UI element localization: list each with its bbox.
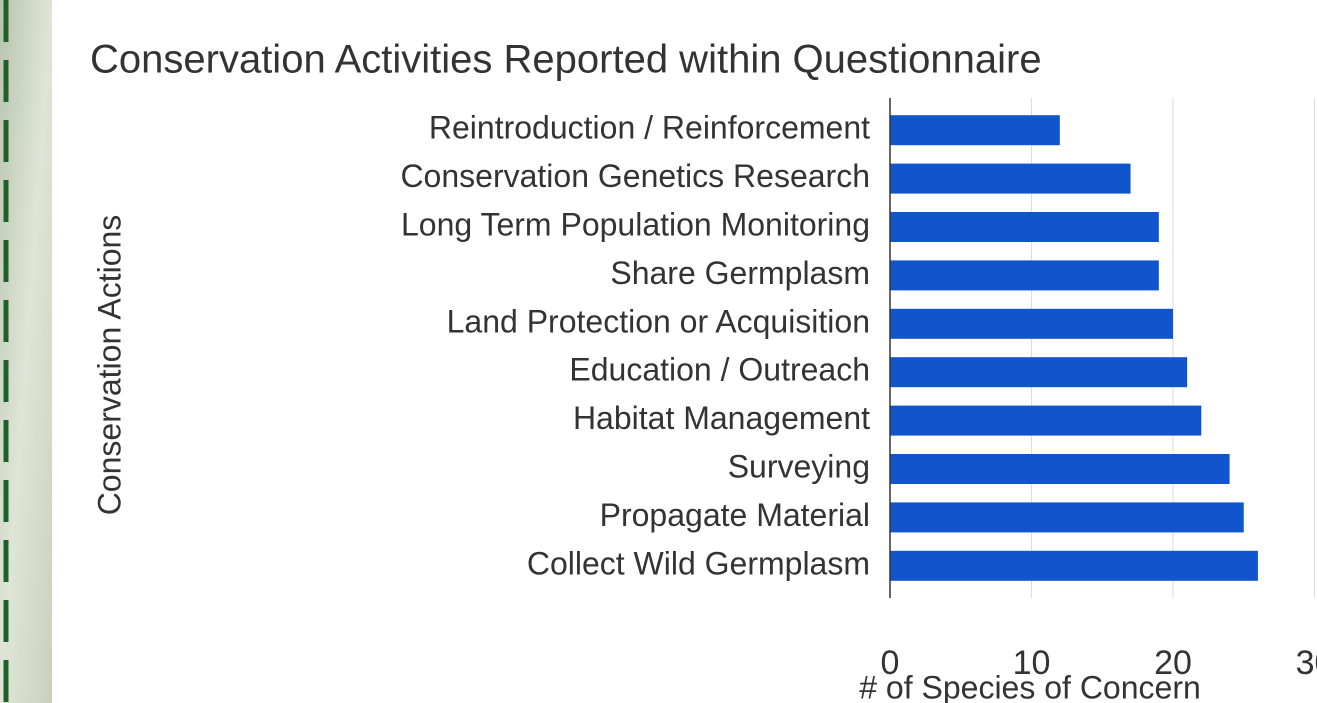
y-tick-label: Habitat Management bbox=[573, 400, 870, 436]
plot-area: 0 10 20 30 Reintroduction / Reinforcement Con… bbox=[400, 98, 1317, 682]
bar bbox=[890, 308, 1173, 339]
bar bbox=[890, 163, 1131, 194]
y-tick-label: Long Term Population Monitoring bbox=[401, 206, 870, 242]
y-tick-label: Reintroduction / Reinforcement bbox=[429, 110, 870, 146]
y-tick-label: Conservation Genetics Research bbox=[400, 158, 870, 194]
x-tick-label: 10 bbox=[1013, 644, 1051, 682]
bar bbox=[890, 212, 1159, 242]
y-axis-title: Conservation Actions bbox=[91, 215, 127, 516]
bar bbox=[890, 115, 1060, 146]
background-strip bbox=[0, 0, 52, 703]
y-tick-label: Land Protection or Acquisition bbox=[447, 303, 870, 339]
bar bbox=[890, 550, 1258, 581]
y-tick-label: Collect Wild Germplasm bbox=[527, 545, 870, 581]
chart-title: Conservation Activities Reported within … bbox=[90, 38, 1042, 82]
x-axis-title: # of Species of Concern bbox=[859, 669, 1201, 703]
x-tick-label: 20 bbox=[1154, 644, 1192, 682]
bar bbox=[890, 502, 1244, 533]
y-tick-label: Education / Outreach bbox=[569, 352, 870, 388]
y-tick-label: Propagate Material bbox=[600, 497, 870, 533]
x-tick-label: 0 bbox=[881, 644, 900, 682]
bar bbox=[890, 260, 1159, 291]
chart-background bbox=[52, 0, 1317, 703]
y-tick-label: Share Germplasm bbox=[610, 255, 870, 291]
y-tick-label: Surveying bbox=[728, 448, 870, 484]
x-tick-label: 30 bbox=[1296, 644, 1317, 682]
bar bbox=[890, 357, 1188, 388]
bar bbox=[890, 405, 1202, 436]
bar bbox=[890, 454, 1230, 484]
